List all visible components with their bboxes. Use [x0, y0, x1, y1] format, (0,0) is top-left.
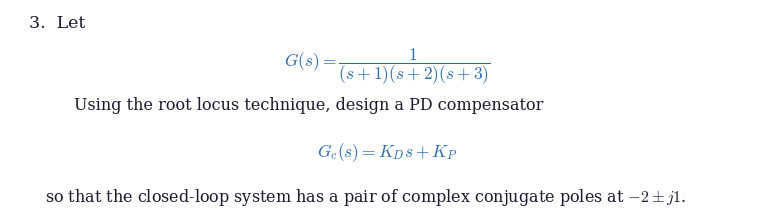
Text: $G(s) = \dfrac{1}{(s+1)(s+2)(s+3)}$: $G(s) = \dfrac{1}{(s+1)(s+2)(s+3)}$ — [284, 47, 491, 87]
Text: $G_c(s) = K_{D}s + K_P$: $G_c(s) = K_{D}s + K_P$ — [317, 141, 458, 164]
Text: so that the closed-loop system has a pair of complex conjugate poles at $-2 \pm : so that the closed-loop system has a pai… — [45, 187, 687, 208]
Text: 3.  Let: 3. Let — [29, 15, 86, 32]
Text: Using the root locus technique, design a PD compensator: Using the root locus technique, design a… — [74, 98, 543, 114]
